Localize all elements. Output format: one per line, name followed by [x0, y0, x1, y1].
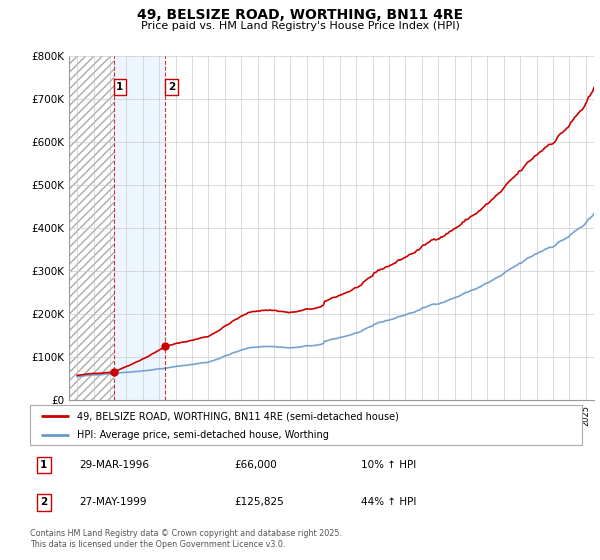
Text: 1: 1: [116, 82, 124, 92]
Text: 10% ↑ HPI: 10% ↑ HPI: [361, 460, 416, 470]
Text: £66,000: £66,000: [234, 460, 277, 470]
Text: 44% ↑ HPI: 44% ↑ HPI: [361, 497, 416, 507]
Text: 29-MAR-1996: 29-MAR-1996: [80, 460, 149, 470]
Text: 2: 2: [168, 82, 175, 92]
Text: 27-MAY-1999: 27-MAY-1999: [80, 497, 147, 507]
Text: HPI: Average price, semi-detached house, Worthing: HPI: Average price, semi-detached house,…: [77, 430, 329, 440]
Text: Contains HM Land Registry data © Crown copyright and database right 2025.
This d: Contains HM Land Registry data © Crown c…: [30, 529, 342, 549]
Text: £125,825: £125,825: [234, 497, 284, 507]
Text: Price paid vs. HM Land Registry's House Price Index (HPI): Price paid vs. HM Land Registry's House …: [140, 21, 460, 31]
Text: 2: 2: [40, 497, 47, 507]
Text: 49, BELSIZE ROAD, WORTHING, BN11 4RE: 49, BELSIZE ROAD, WORTHING, BN11 4RE: [137, 8, 463, 22]
Text: 49, BELSIZE ROAD, WORTHING, BN11 4RE (semi-detached house): 49, BELSIZE ROAD, WORTHING, BN11 4RE (se…: [77, 411, 399, 421]
Text: 1: 1: [40, 460, 47, 470]
Bar: [69, 56, 114, 400]
Bar: [114, 56, 166, 400]
